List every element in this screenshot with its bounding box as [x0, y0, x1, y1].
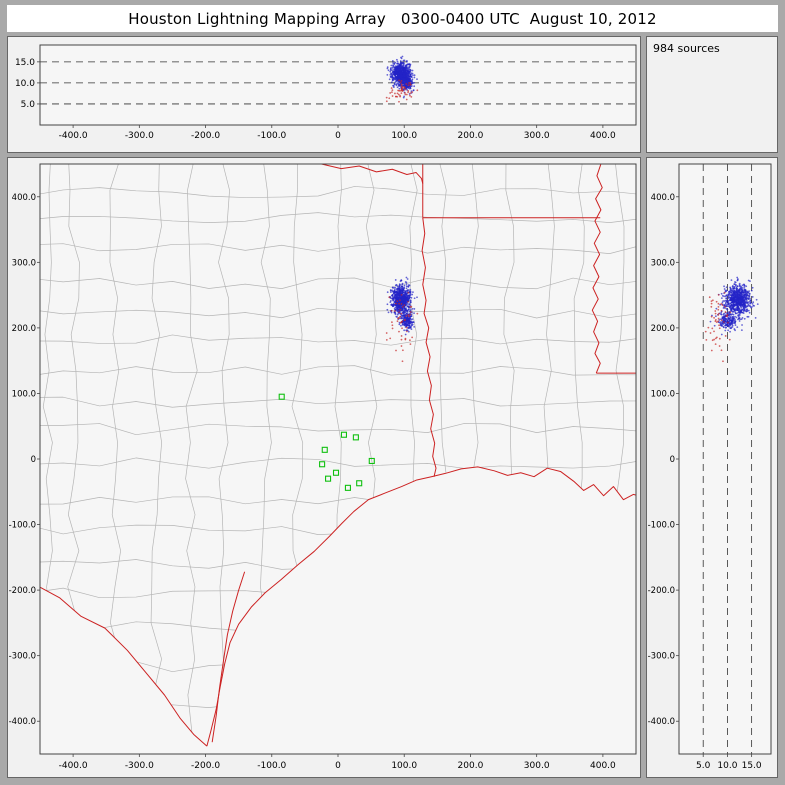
svg-text:-100.0: -100.0 [257, 131, 286, 141]
lightning-sources-plan [385, 276, 419, 363]
svg-text:10.0: 10.0 [717, 761, 737, 771]
lightning-sources-alt-ns [704, 276, 759, 363]
barrier-island [211, 571, 246, 743]
svg-text:300.0: 300.0 [524, 761, 550, 771]
altitude-ew-plot: -400.0 -300.0 -200.0 -100.0 0 100.0 200.0 300.0… [15, 44, 637, 141]
svg-text:15.0: 15.0 [15, 58, 35, 68]
svg-text:400.0: 400.0 [651, 193, 675, 203]
svg-text:200.0: 200.0 [458, 131, 484, 141]
plan-view-plot: -400.0 -300.0 -200.0 -100.0 0 100.0 200.0 300.0… [9, 163, 637, 771]
svg-text:-400.0: -400.0 [59, 761, 88, 771]
rio-grande [40, 586, 208, 747]
svg-text:0: 0 [335, 131, 341, 141]
svg-text:200.0: 200.0 [12, 324, 36, 334]
svg-text:10.0: 10.0 [15, 79, 35, 89]
svg-text:-200.0: -200.0 [191, 761, 220, 771]
svg-text:300.0: 300.0 [524, 131, 550, 141]
state-borders [40, 164, 636, 747]
svg-text:300.0: 300.0 [12, 258, 36, 268]
svg-text:0: 0 [335, 761, 341, 771]
red-river-tx-ok [321, 164, 424, 184]
svg-text:-300.0: -300.0 [125, 131, 154, 141]
svg-text:5.0: 5.0 [696, 761, 711, 771]
svg-text:400.0: 400.0 [590, 761, 616, 771]
svg-text:100.0: 100.0 [391, 131, 417, 141]
svg-text:200.0: 200.0 [458, 761, 484, 771]
svg-text:0: 0 [670, 455, 675, 465]
svg-text:-200.0: -200.0 [648, 586, 675, 596]
plan-view-panel: -400.0 -300.0 -200.0 -100.0 0 100.0 200.0 300.0… [7, 157, 641, 778]
altitude-ns-plot: 5.0 10.0 15.0 400.0 300.0 200.0 100.0 0 -100.0 -2… [648, 163, 772, 771]
svg-text:-100.0: -100.0 [648, 521, 675, 531]
svg-text:400.0: 400.0 [590, 131, 616, 141]
svg-text:-300.0: -300.0 [9, 652, 36, 662]
altitude-ew-panel: -400.0 -300.0 -200.0 -100.0 0 100.0 200.0 300.0… [7, 36, 641, 153]
mississippi-river [591, 164, 603, 374]
svg-text:-400.0: -400.0 [59, 131, 88, 141]
altitude-ns-panel: 5.0 10.0 15.0 400.0 300.0 200.0 100.0 0 -100.0 -2… [646, 157, 778, 778]
svg-text:-100.0: -100.0 [9, 521, 36, 531]
svg-text:100.0: 100.0 [391, 761, 417, 771]
svg-text:5.0: 5.0 [21, 100, 36, 110]
svg-text:-300.0: -300.0 [125, 761, 154, 771]
svg-text:400.0: 400.0 [12, 193, 36, 203]
source-count-label: 984 sources [653, 42, 720, 55]
svg-text:-200.0: -200.0 [191, 131, 220, 141]
svg-text:-400.0: -400.0 [9, 717, 36, 727]
svg-text:300.0: 300.0 [651, 258, 675, 268]
svg-text:100.0: 100.0 [12, 389, 36, 399]
svg-text:-200.0: -200.0 [9, 586, 36, 596]
svg-text:200.0: 200.0 [651, 324, 675, 334]
lightning-sources-ew-alt [385, 55, 419, 103]
lma-stations [278, 393, 375, 491]
svg-text:15.0: 15.0 [742, 761, 762, 771]
svg-text:-300.0: -300.0 [648, 652, 675, 662]
svg-text:-400.0: -400.0 [648, 717, 675, 727]
gulf-coast [206, 466, 636, 747]
svg-text:100.0: 100.0 [651, 389, 675, 399]
svg-text:-100.0: -100.0 [257, 761, 286, 771]
svg-text:0: 0 [31, 455, 36, 465]
page-title: Houston Lightning Mapping Array 0300-040… [7, 5, 778, 32]
source-count-panel: 984 sources [646, 36, 778, 153]
sabine-river-tx-la [421, 217, 437, 477]
